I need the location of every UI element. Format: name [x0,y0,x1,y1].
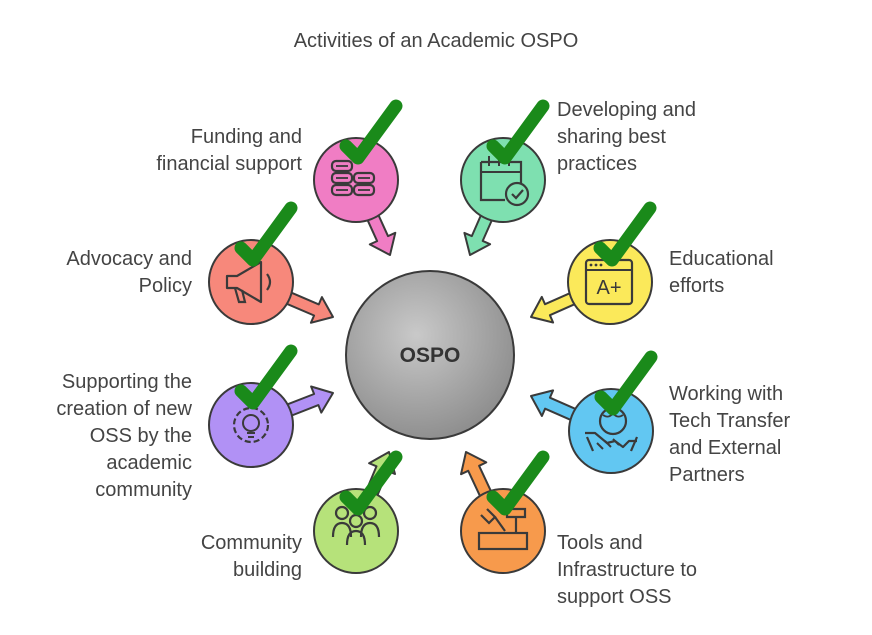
activity-node-new-oss [208,382,294,468]
checkmark-icon [339,99,403,165]
activity-label-tech-transfer: Working with Tech Transfer and External … [669,383,791,486]
ospo-center-label: OSPO [400,344,461,367]
activity-label-tools: Tools and Infrastructure to support OSS [557,532,698,608]
checkmark-icon [593,201,657,267]
activity-label-new-oss: Supporting the creation of new OSS by th… [56,371,192,501]
activity-label-best-practices: Developing and sharing best practices [557,99,696,175]
svg-text:A+: A+ [596,277,621,299]
activity-node-funding [313,137,399,223]
activity-node-tech-transfer [568,388,654,474]
activity-node-advocacy [208,239,294,325]
coins-icon [330,159,376,197]
megaphone-icon [225,260,272,304]
activity-node-tools [460,488,546,574]
activity-circle-advocacy [208,239,294,325]
activity-node-education: A+ [567,239,653,325]
checkmark-icon [234,344,298,410]
gear-bulb-icon [232,406,270,444]
checkmark-icon [486,450,550,516]
checkmark-icon [594,350,658,416]
checkmark-icon [486,99,550,165]
checkmark-icon [339,450,403,516]
checkmark-icon [234,201,298,267]
activity-label-education: Educational efforts [669,248,774,297]
ospo-center-node: OSPO [345,270,515,440]
diagram-title: Activities of an Academic OSPO [293,30,579,52]
toolbox-icon [477,507,529,551]
activity-label-funding: Funding and financial support [156,126,302,175]
activity-node-community [313,488,399,574]
activity-label-community: Community building [200,532,302,581]
activity-label-advocacy: Advocacy and Policy [66,248,192,297]
activity-circle-tech-transfer [568,388,654,474]
activity-circle-funding [313,137,399,223]
activity-circle-new-oss [208,382,294,468]
